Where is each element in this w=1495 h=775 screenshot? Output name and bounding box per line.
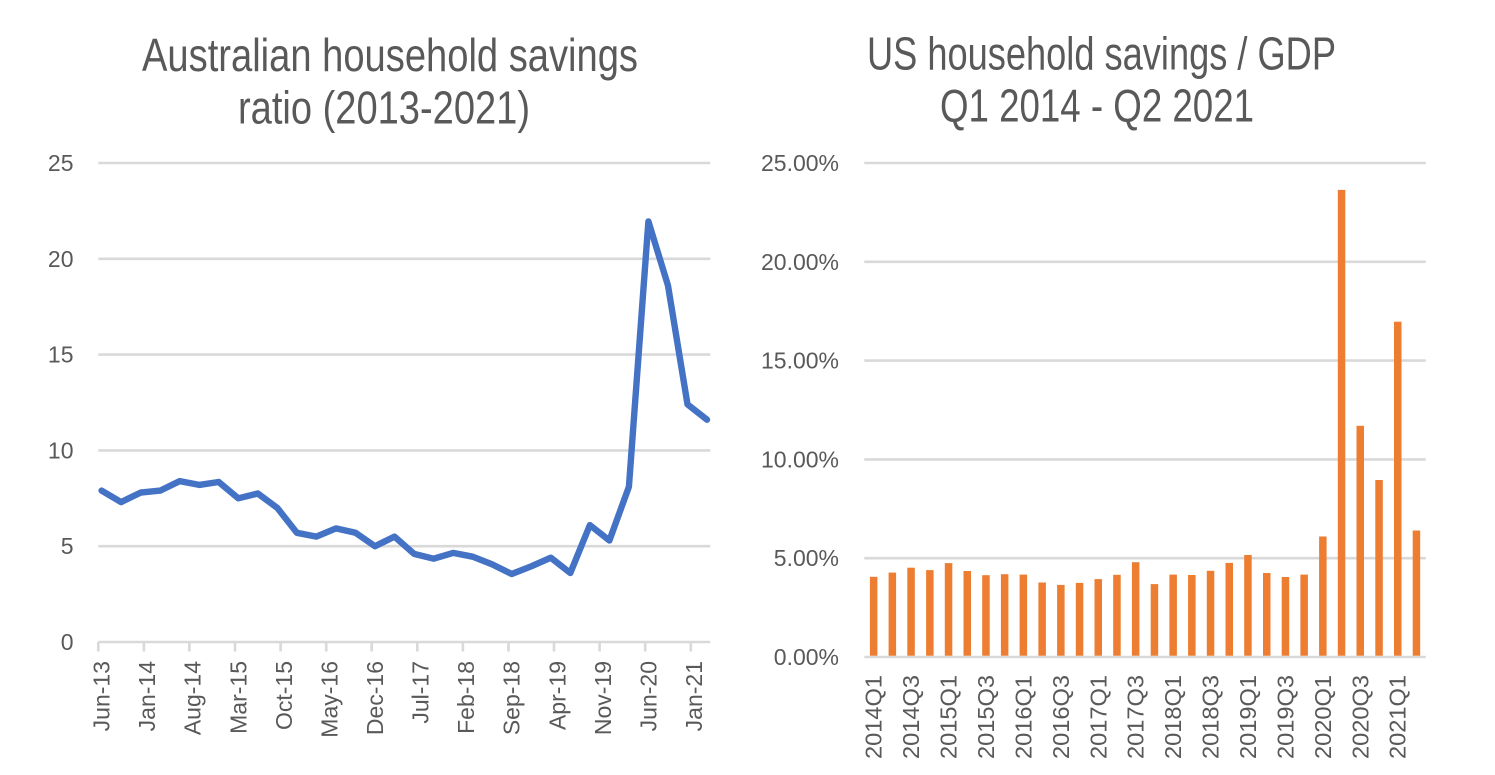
svg-text:Sep-18: Sep-18 — [499, 661, 525, 735]
svg-text:2017Q3: 2017Q3 — [1123, 675, 1149, 759]
svg-text:20: 20 — [48, 246, 74, 272]
svg-text:2020Q3: 2020Q3 — [1347, 675, 1373, 759]
svg-text:2015Q3: 2015Q3 — [973, 675, 999, 759]
svg-text:Jan-21: Jan-21 — [681, 661, 707, 731]
svg-text:Jun-13: Jun-13 — [89, 661, 115, 731]
svg-text:May-16: May-16 — [316, 661, 342, 738]
svg-text:2016Q3: 2016Q3 — [1048, 675, 1074, 759]
svg-text:15.00%: 15.00% — [761, 348, 839, 374]
svg-text:Jun-20: Jun-20 — [635, 661, 661, 731]
svg-text:Apr-19: Apr-19 — [544, 661, 570, 730]
svg-text:5.00%: 5.00% — [774, 545, 839, 571]
svg-text:2020Q1: 2020Q1 — [1310, 675, 1336, 759]
svg-text:10: 10 — [48, 437, 74, 463]
svg-text:Q1 2014 - Q2 2021: Q1 2014 - Q2 2021 — [940, 80, 1254, 132]
svg-text:5: 5 — [61, 533, 74, 559]
svg-text:15: 15 — [48, 342, 74, 368]
svg-text:Jul-17: Jul-17 — [408, 661, 434, 724]
svg-text:2019Q3: 2019Q3 — [1272, 675, 1298, 759]
svg-text:10.00%: 10.00% — [761, 446, 839, 472]
svg-text:Feb-18: Feb-18 — [453, 661, 479, 734]
svg-text:25.00%: 25.00% — [761, 150, 839, 176]
svg-text:ratio (2013-2021): ratio (2013-2021) — [238, 82, 530, 134]
svg-text:0.00%: 0.00% — [774, 644, 839, 670]
svg-text:2015Q1: 2015Q1 — [936, 675, 962, 759]
svg-text:Oct-15: Oct-15 — [271, 661, 297, 730]
svg-text:Australian household savings: Australian household savings — [142, 29, 638, 81]
svg-text:Mar-15: Mar-15 — [225, 661, 251, 734]
svg-text:2018Q1: 2018Q1 — [1160, 675, 1186, 759]
svg-text:20.00%: 20.00% — [761, 249, 839, 275]
svg-text:Aug-14: Aug-14 — [180, 661, 206, 735]
svg-text:US household savings / GDP: US household savings / GDP — [867, 28, 1336, 80]
svg-text:Jan-14: Jan-14 — [134, 661, 160, 732]
svg-text:2019Q1: 2019Q1 — [1235, 675, 1261, 759]
svg-text:2016Q1: 2016Q1 — [1010, 675, 1036, 759]
svg-text:2014Q1: 2014Q1 — [861, 675, 887, 759]
svg-text:2014Q3: 2014Q3 — [898, 675, 924, 759]
svg-text:Dec-16: Dec-16 — [362, 661, 388, 735]
svg-text:Nov-19: Nov-19 — [590, 661, 616, 735]
svg-text:25: 25 — [48, 150, 74, 176]
svg-text:2018Q3: 2018Q3 — [1198, 675, 1224, 759]
svg-text:2021Q1: 2021Q1 — [1385, 675, 1411, 759]
svg-text:2017Q1: 2017Q1 — [1085, 675, 1111, 759]
svg-text:0: 0 — [61, 629, 74, 655]
